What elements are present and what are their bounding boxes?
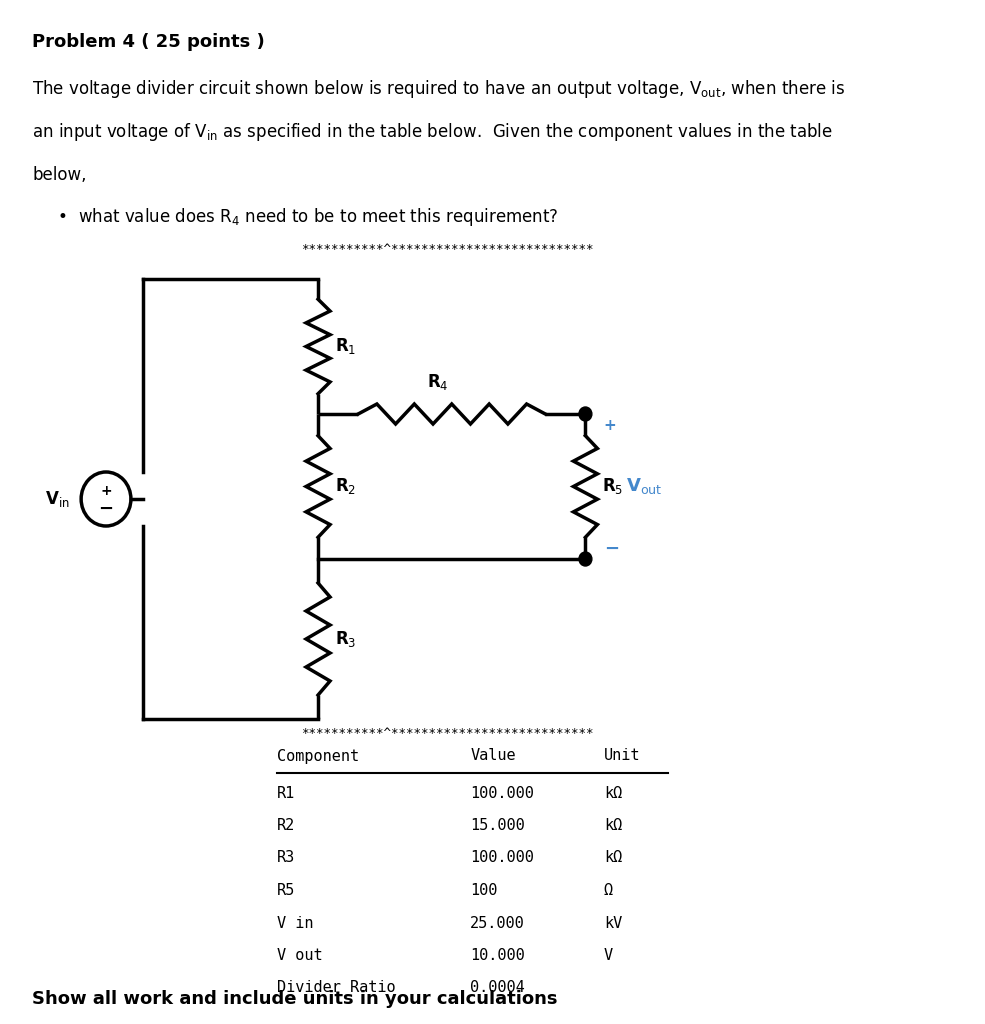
Text: R$_5$: R$_5$ bbox=[602, 476, 624, 497]
Text: 100.000: 100.000 bbox=[470, 785, 534, 801]
Text: Value: Value bbox=[470, 749, 516, 764]
Text: V out: V out bbox=[277, 948, 322, 963]
Text: Problem 4 ( 25 points ): Problem 4 ( 25 points ) bbox=[33, 33, 265, 51]
Text: ***********^***************************: ***********^*************************** bbox=[300, 727, 593, 740]
Text: V$_{\rm in}$: V$_{\rm in}$ bbox=[45, 489, 70, 509]
Text: +: + bbox=[100, 484, 112, 498]
Text: kΩ: kΩ bbox=[604, 851, 623, 865]
Text: 10.000: 10.000 bbox=[470, 948, 525, 963]
Text: R$_1$: R$_1$ bbox=[335, 337, 356, 356]
Text: R1: R1 bbox=[277, 785, 295, 801]
Text: 100: 100 bbox=[470, 883, 497, 898]
Circle shape bbox=[579, 407, 592, 421]
Text: an input voltage of V$_{\rm in}$ as specified in the table below.  Given the com: an input voltage of V$_{\rm in}$ as spec… bbox=[33, 121, 833, 143]
Text: V in: V in bbox=[277, 915, 313, 931]
Text: The voltage divider circuit shown below is required to have an output voltage, V: The voltage divider circuit shown below … bbox=[33, 78, 845, 100]
Text: Show all work and include units in your calculations: Show all work and include units in your … bbox=[33, 990, 558, 1008]
Text: R5: R5 bbox=[277, 883, 295, 898]
Text: R3: R3 bbox=[277, 851, 295, 865]
Text: R$_3$: R$_3$ bbox=[335, 629, 357, 649]
Text: −: − bbox=[604, 540, 619, 558]
Circle shape bbox=[579, 552, 592, 566]
Text: Component: Component bbox=[277, 749, 359, 764]
Text: kΩ: kΩ bbox=[604, 785, 623, 801]
Text: 100.000: 100.000 bbox=[470, 851, 534, 865]
Text: R2: R2 bbox=[277, 818, 295, 833]
Text: Ω: Ω bbox=[604, 883, 613, 898]
Text: 15.000: 15.000 bbox=[470, 818, 525, 833]
Text: •: • bbox=[57, 208, 67, 226]
Text: +: + bbox=[604, 419, 617, 433]
Text: what value does R$_4$ need to be to meet this requirement?: what value does R$_4$ need to be to meet… bbox=[79, 206, 558, 228]
Text: V$_{\rm out}$: V$_{\rm out}$ bbox=[626, 476, 663, 497]
Text: 0.0004: 0.0004 bbox=[470, 981, 525, 995]
Text: R$_2$: R$_2$ bbox=[335, 476, 356, 497]
Text: −: − bbox=[98, 500, 113, 518]
Text: below,: below, bbox=[33, 166, 87, 184]
Text: ***********^***************************: ***********^*************************** bbox=[300, 243, 593, 256]
Text: R$_4$: R$_4$ bbox=[427, 372, 449, 392]
Text: kV: kV bbox=[604, 915, 623, 931]
Text: V: V bbox=[604, 948, 613, 963]
Text: 25.000: 25.000 bbox=[470, 915, 525, 931]
Text: kΩ: kΩ bbox=[604, 818, 623, 833]
Text: Unit: Unit bbox=[604, 749, 640, 764]
Text: Divider Ratio: Divider Ratio bbox=[277, 981, 395, 995]
